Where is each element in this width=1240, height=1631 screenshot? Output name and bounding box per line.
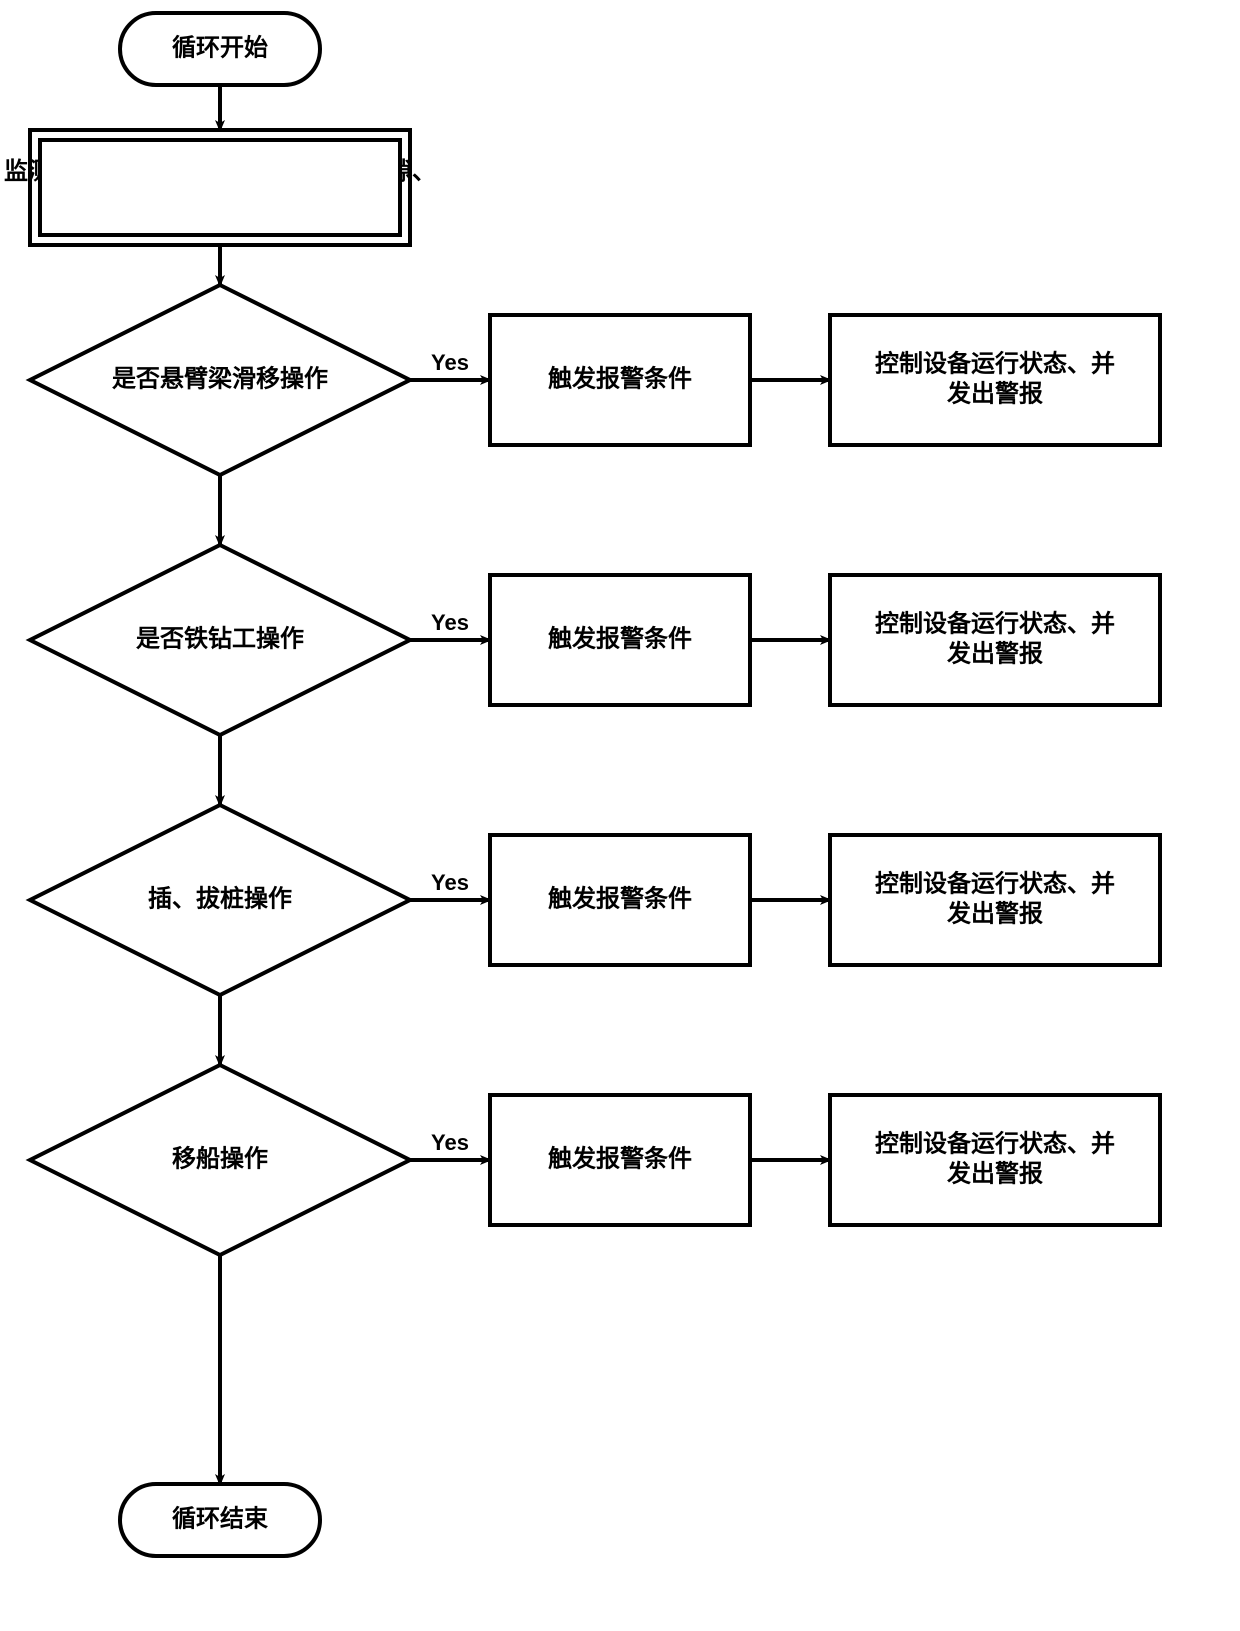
flowchart: 循环开始监测平台倾斜值、桩腿高度、平台气隙、环境数据（风速、流速、浪涌）是否悬臂…	[0, 0, 1240, 1631]
box-trigger-2-text: 触发报警条件	[548, 884, 692, 912]
label-yes-1: Yes	[431, 610, 469, 635]
process-monitor-inner	[40, 140, 400, 235]
box-control-0-text: 发出警报	[946, 379, 1043, 407]
box-trigger-3-text: 触发报警条件	[548, 1144, 692, 1172]
label-yes-0: Yes	[431, 350, 469, 375]
label-yes-3: Yes	[431, 1130, 469, 1155]
box-control-2-text: 控制设备运行状态、并	[875, 869, 1115, 897]
box-control-1-text: 发出警报	[946, 639, 1043, 667]
box-control-2-text: 发出警报	[946, 899, 1043, 927]
terminal-end-label: 循环结束	[172, 1504, 269, 1532]
box-control-0-text: 控制设备运行状态、并	[875, 349, 1115, 377]
terminal-start-label: 循环开始	[172, 33, 268, 61]
box-control-3-text: 发出警报	[946, 1159, 1043, 1187]
box-control-1-text: 控制设备运行状态、并	[875, 609, 1115, 637]
box-trigger-0-text: 触发报警条件	[548, 364, 692, 392]
decision-2-label: 插、拔桩操作	[148, 884, 292, 912]
decision-3-label: 移船操作	[172, 1144, 268, 1172]
label-yes-2: Yes	[431, 870, 469, 895]
decision-1-label: 是否铁钻工操作	[136, 625, 304, 652]
box-control-3-text: 控制设备运行状态、并	[875, 1129, 1115, 1157]
decision-0-label: 是否悬臂梁滑移操作	[112, 364, 328, 392]
box-trigger-1-text: 触发报警条件	[548, 624, 692, 652]
